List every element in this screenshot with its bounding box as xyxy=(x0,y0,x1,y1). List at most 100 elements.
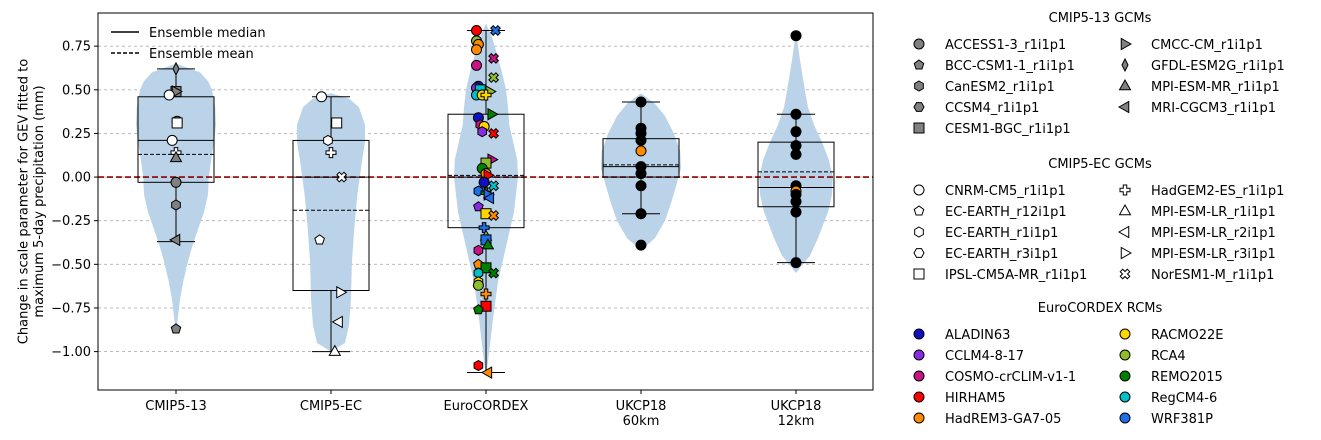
legend-item: REMO2015 xyxy=(1119,370,1223,385)
triangle-right-marker xyxy=(1120,37,1133,51)
y-tick-label: −0.25 xyxy=(51,214,91,229)
triangle-left-marker xyxy=(331,315,343,329)
circle-marker xyxy=(913,349,925,361)
x-marker xyxy=(488,127,500,139)
pentagon-marker xyxy=(170,323,182,334)
triangle-left-marker xyxy=(1117,225,1130,239)
legend-item-label: CNRM-CM5_r1i1p1 xyxy=(945,184,1066,199)
legend-item-label: WRF381P xyxy=(1151,412,1213,427)
y-tick-label: −0.75 xyxy=(51,301,91,316)
triangle-left-marker xyxy=(480,366,493,379)
legend-item: HadREM3-GA7-05 xyxy=(913,412,1061,427)
legend-item-label: CESM1-BGC_r1i1p1 xyxy=(945,122,1071,137)
legend-item-label: IPSL-CM5A-MR_r1i1p1 xyxy=(945,268,1087,283)
plus-marker xyxy=(1119,184,1131,196)
legend-item-label: CCSM4_r1i1p1 xyxy=(945,101,1039,116)
legend-item: CanESM2_r1i1p1 xyxy=(914,80,1055,95)
triangle-right-marker xyxy=(336,285,348,299)
triangle-left-marker xyxy=(482,191,495,205)
circle-marker xyxy=(790,196,802,207)
legend-item-label: MPI-ESM-LR_r2i1p1 xyxy=(1151,226,1276,241)
hexagon-marker xyxy=(914,226,924,238)
circle-marker xyxy=(478,176,490,188)
legend-item: NorESM1-M_r1i1p1 xyxy=(1119,268,1274,283)
circle-marker xyxy=(790,108,802,120)
legend-item: CCLM4-8-17 xyxy=(913,349,1024,364)
square-marker xyxy=(913,268,925,280)
legend-item: COSMO-crCLIM-v1-1 xyxy=(913,370,1076,385)
legend-item-label: ALADIN63 xyxy=(945,328,1010,343)
circle-marker xyxy=(635,180,647,192)
legend-item: BCC-CSM1-1_r1i1p1 xyxy=(913,59,1075,74)
hexagon-marker xyxy=(914,80,924,92)
circle-marker xyxy=(635,134,647,146)
y-axis-label: Change in scale parameter for GEV fitted… xyxy=(16,59,47,344)
legend-item-label: EC-EARTH_r12i1p1 xyxy=(945,205,1067,220)
legend-item-label: EC-EARTH_r3i1p1 xyxy=(945,247,1058,262)
circle-marker xyxy=(1119,412,1131,424)
legend-item: RegCM4-6 xyxy=(1119,391,1217,406)
legend-item: MPI-ESM-LR_r1i1p1 xyxy=(1118,203,1276,220)
y-tick-label: 0.75 xyxy=(62,40,91,55)
y-axis-label-line: Change in scale parameter for GEV fitted… xyxy=(16,59,31,344)
triangle-left-marker xyxy=(168,233,181,247)
legend-item-label: HadGEM2-ES_r1i1p1 xyxy=(1151,184,1284,199)
y-tick-label: 0.00 xyxy=(62,171,91,186)
triangle-left-marker xyxy=(1117,100,1130,114)
circle-marker xyxy=(913,184,925,196)
circle-marker xyxy=(471,24,482,36)
x-marker xyxy=(488,209,500,221)
circle-marker xyxy=(163,89,175,101)
circle-marker xyxy=(166,134,178,146)
circle-marker xyxy=(913,370,925,382)
legend-item-label: MRI-CGCM3_r1i1p1 xyxy=(1151,101,1276,116)
diamond-marker xyxy=(172,61,180,76)
legend-label: Ensemble median xyxy=(149,26,266,41)
legend-item-label: EC-EARTH_r1i1p1 xyxy=(945,226,1058,241)
diamond-marker xyxy=(1121,57,1129,73)
y-tick-label: −0.50 xyxy=(51,258,91,273)
circle-marker xyxy=(635,168,647,180)
legend-title: CMIP5-EC GCMs xyxy=(1048,157,1152,172)
legend-item: MPI-ESM-LR_r3i1p1 xyxy=(1120,246,1276,262)
hexagon-marker xyxy=(171,199,181,211)
x-tick-label: UKCP18 xyxy=(616,399,667,414)
x-tick-label: CMIP5-EC xyxy=(300,399,362,414)
legend-item: MPI-ESM-MR_r1i1p1 xyxy=(1118,78,1280,95)
circle-marker xyxy=(913,412,925,424)
legend-item-label: RCA4 xyxy=(1151,349,1186,364)
pentagon-marker xyxy=(913,59,925,70)
square-marker xyxy=(171,117,183,129)
x-tick-label: 12km xyxy=(778,414,815,429)
legend-label: Ensemble mean xyxy=(149,47,254,62)
triangle-up-marker xyxy=(328,344,342,356)
legend-item: MRI-CGCM3_r1i1p1 xyxy=(1117,100,1276,116)
legend-item: EC-EARTH_r1i1p1 xyxy=(914,226,1058,241)
y-tick-label: 0.50 xyxy=(62,83,91,98)
square-marker xyxy=(913,122,925,134)
circle-marker xyxy=(913,391,925,403)
legend-item-label: COSMO-crCLIM-v1-1 xyxy=(945,370,1076,385)
triangle-up-marker xyxy=(1118,78,1132,91)
triangle-right-marker xyxy=(1120,246,1133,260)
circle-marker xyxy=(316,91,327,103)
hexagon-marker xyxy=(913,248,925,258)
x-marker xyxy=(488,52,500,64)
legend-item-label: RegCM4-6 xyxy=(1151,391,1217,406)
violin xyxy=(454,23,518,378)
legend-item: RCA4 xyxy=(1119,349,1186,364)
circle-marker xyxy=(635,208,647,220)
square-marker xyxy=(331,117,343,129)
legend-item: GFDL-ESM2G_r1i1p1 xyxy=(1121,57,1285,74)
plus-marker xyxy=(480,89,492,101)
triangle-up-marker xyxy=(169,150,183,163)
x-tick-label: EuroCORDEX xyxy=(444,399,529,414)
circle-marker xyxy=(471,59,482,71)
legend-item: CNRM-CM5_r1i1p1 xyxy=(913,184,1066,199)
circle-marker xyxy=(472,279,484,291)
circle-marker xyxy=(635,96,647,108)
x-marker xyxy=(1119,268,1131,280)
legend-item-label: GFDL-ESM2G_r1i1p1 xyxy=(1151,59,1285,74)
legend-item: ACCESS1-3_r1i1p1 xyxy=(913,38,1066,53)
legend-item-label: RACMO22E xyxy=(1151,328,1223,343)
